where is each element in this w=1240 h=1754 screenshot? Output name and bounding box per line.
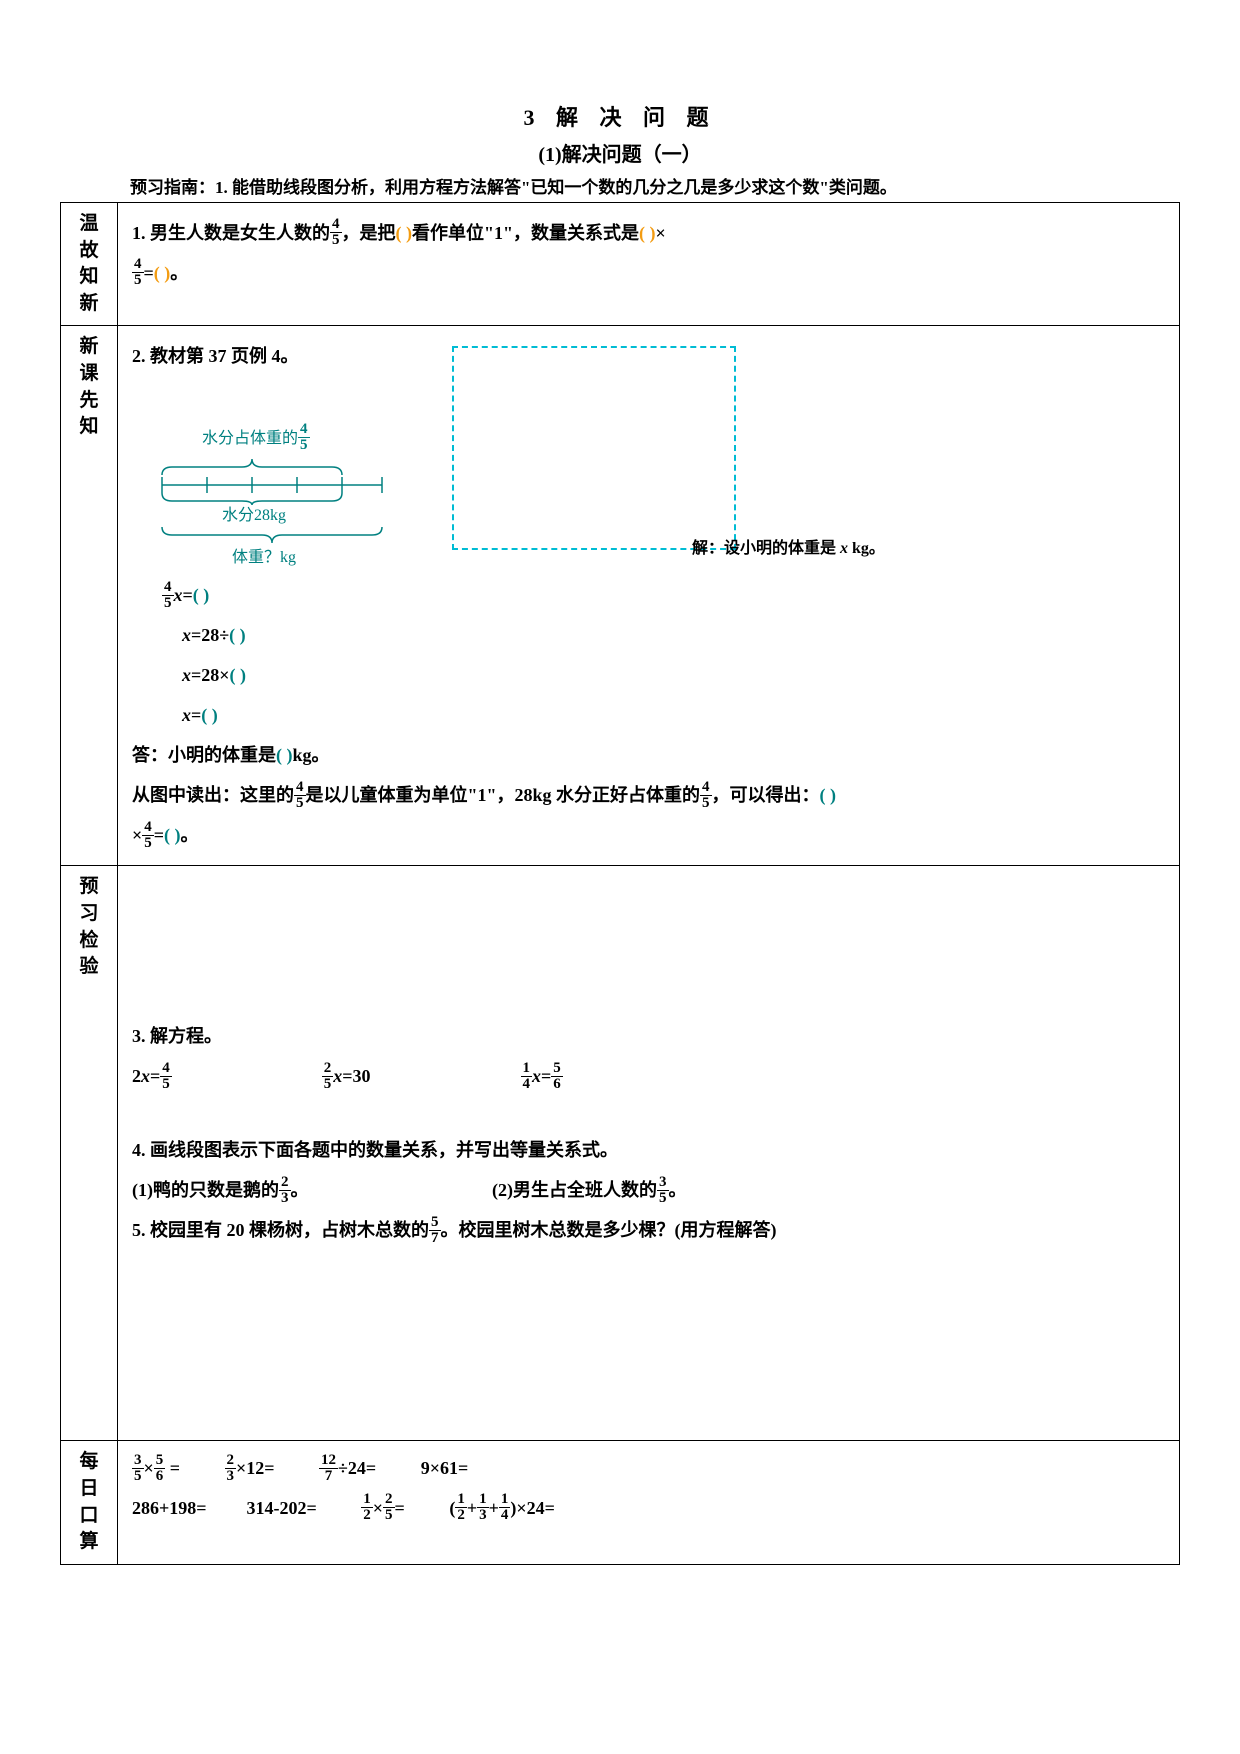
section3-label: 预习检验: [61, 866, 118, 1441]
section1-label: 温故知新: [61, 203, 118, 326]
section4-label: 每日 口算: [61, 1441, 118, 1564]
brace-top-icon: [152, 455, 412, 505]
title-main: 3 解 决 问 题: [60, 100, 1180, 132]
bar-diagram: 水分占体重的45 水分28k: [152, 384, 1165, 567]
section3-content: 3. 解方程。 2x=45 25x=30 14x=56 4. 画线段图表示下面各…: [118, 866, 1180, 1441]
section1-content: 1. 男生人数是女生人数的45，是把( )看作单位"1"，数量关系式是( )× …: [118, 203, 1180, 326]
worksheet-table: 温故知新 1. 男生人数是女生人数的45，是把( )看作单位"1"，数量关系式是…: [60, 202, 1180, 1565]
section2-content: 2. 教材第 37 页例 4。 解：设小明的体重是 x kg。 水分占体重的45: [118, 326, 1180, 866]
section2-label: 新课先知: [61, 326, 118, 866]
title-sub: (1)解决问题（一）: [60, 138, 1180, 167]
section4-content: 35×56 = 23×12= 127÷24= 9×61= 286+198=314…: [118, 1441, 1180, 1564]
preview-guide: 预习指南：1. 能借助线段图分析，利用方程方法解答"已知一个数的几分之几是多少求…: [130, 173, 1180, 198]
